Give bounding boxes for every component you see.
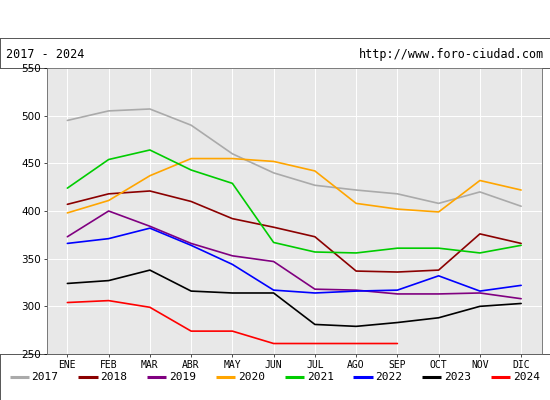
Text: 2019: 2019 — [169, 372, 196, 382]
Text: 2022: 2022 — [375, 372, 403, 382]
Text: 2017: 2017 — [32, 372, 59, 382]
Text: 2018: 2018 — [100, 372, 128, 382]
Text: Evolucion del paro registrado en Hervás: Evolucion del paro registrado en Hervás — [122, 11, 428, 27]
Text: 2023: 2023 — [444, 372, 471, 382]
Text: 2020: 2020 — [238, 372, 265, 382]
Text: 2021: 2021 — [307, 372, 334, 382]
Text: 2017 - 2024: 2017 - 2024 — [6, 48, 84, 61]
Text: 2024: 2024 — [513, 372, 540, 382]
Text: http://www.foro-ciudad.com: http://www.foro-ciudad.com — [359, 48, 544, 61]
